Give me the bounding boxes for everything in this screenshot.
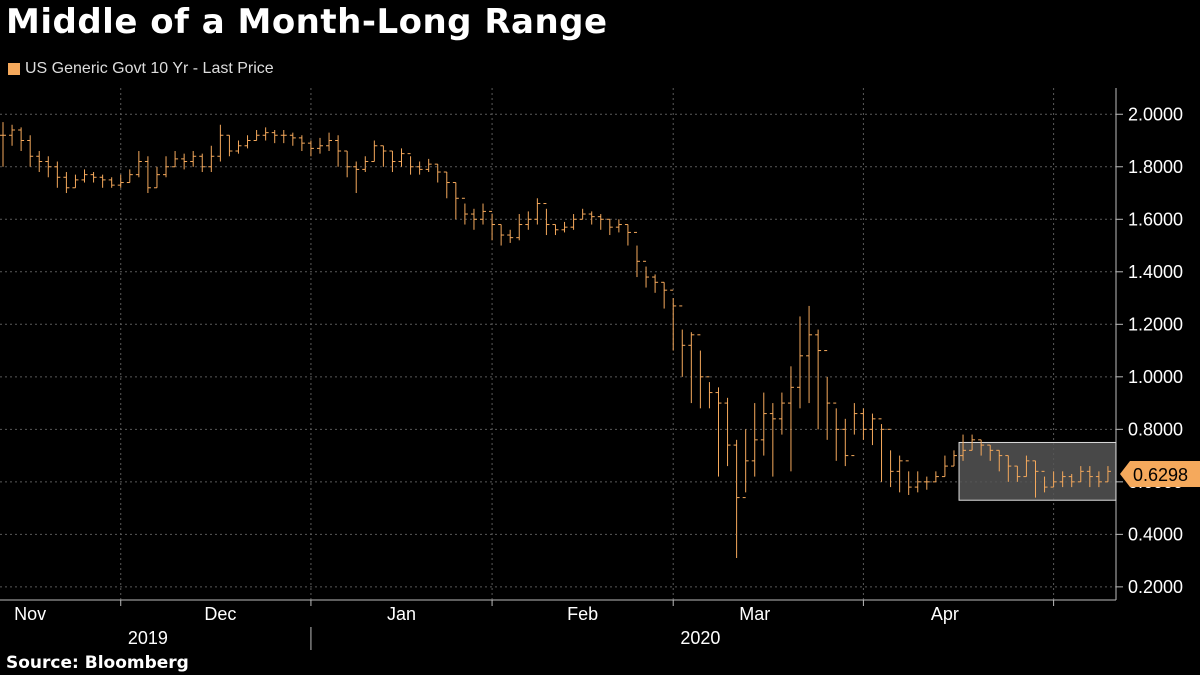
- y-tick-label: 0.4000: [1128, 524, 1183, 544]
- year-label: 2020: [680, 628, 720, 648]
- last-price-badge: [1120, 461, 1200, 488]
- y-tick-label: 1.6000: [1128, 209, 1183, 229]
- last-price-label: 0.6298: [1133, 465, 1188, 485]
- y-tick-label: 2.0000: [1128, 104, 1183, 124]
- y-tick-label: 0.8000: [1128, 419, 1183, 439]
- x-tick-label: Mar: [739, 604, 770, 624]
- y-tick-label: 0.2000: [1128, 577, 1183, 597]
- x-tick-label: Nov: [14, 604, 46, 624]
- x-tick-label: Feb: [567, 604, 598, 624]
- legend-label: US Generic Govt 10 Yr - Last Price: [25, 60, 274, 77]
- y-tick-label: 1.8000: [1128, 157, 1183, 177]
- year-label: 2019: [128, 628, 168, 648]
- source-note: Source: Bloomberg: [6, 653, 189, 673]
- chart-title: Middle of a Month-Long Range: [6, 2, 608, 42]
- legend-swatch-icon: [8, 63, 20, 75]
- x-tick-label: Dec: [204, 604, 236, 624]
- legend: US Generic Govt 10 Yr - Last Price: [8, 60, 274, 78]
- y-tick-label: 1.0000: [1128, 367, 1183, 387]
- y-tick-label: 1.2000: [1128, 314, 1183, 334]
- x-tick-label: Apr: [931, 604, 959, 624]
- y-tick-label: 1.4000: [1128, 262, 1183, 282]
- x-tick-label: Jan: [387, 604, 416, 624]
